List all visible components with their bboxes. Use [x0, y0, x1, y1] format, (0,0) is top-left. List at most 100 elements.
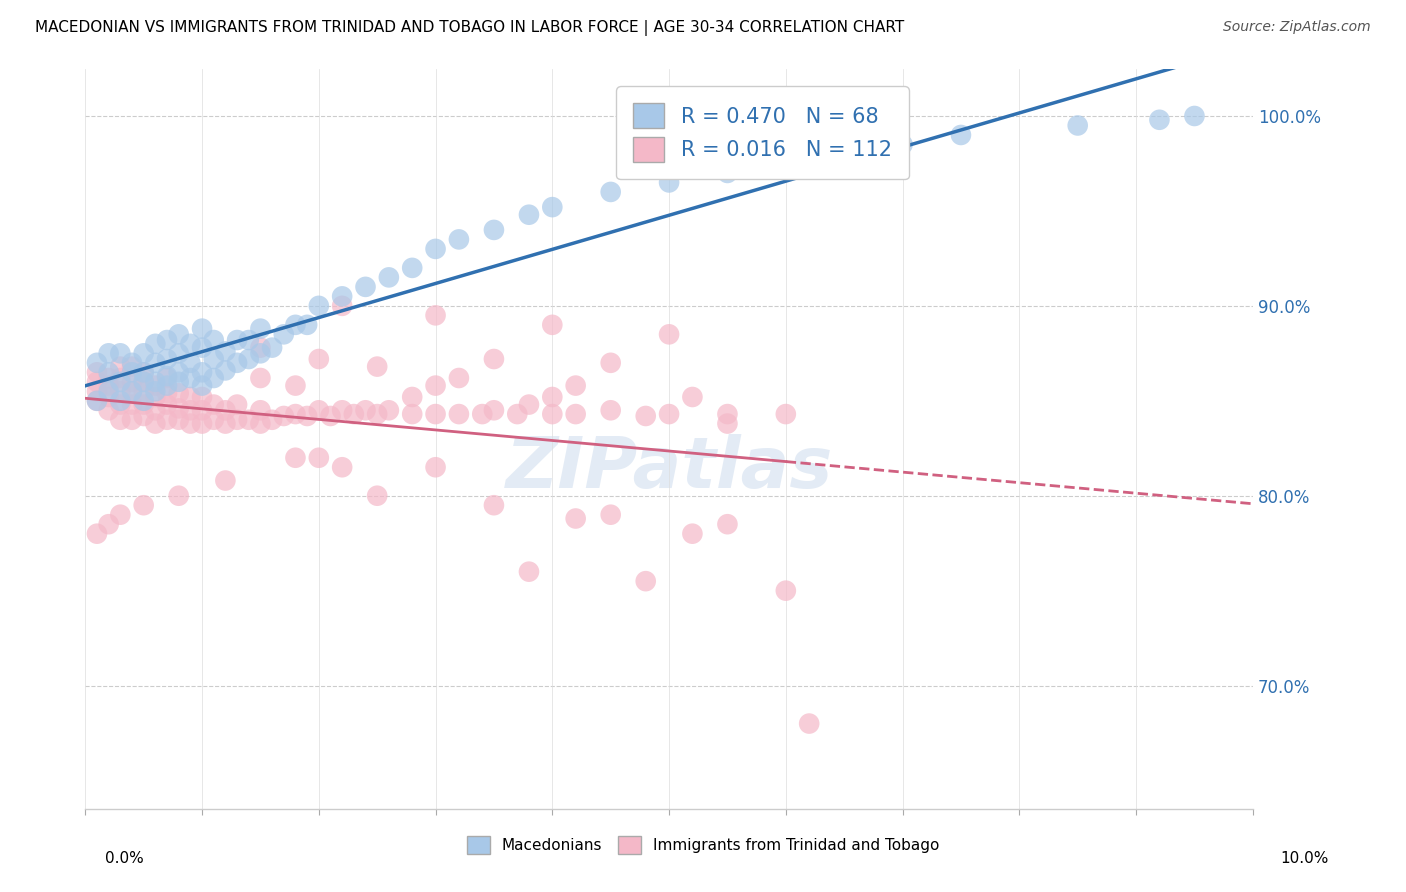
Point: [273, 409, 295, 423]
Point: [121, 365, 143, 379]
Point: [97, 378, 120, 392]
Point: [799, 716, 821, 731]
Point: [366, 359, 388, 374]
Point: [156, 351, 179, 366]
Point: [156, 369, 179, 384]
Point: [179, 417, 201, 431]
Point: [167, 375, 190, 389]
Point: [202, 398, 225, 412]
Point: [97, 365, 120, 379]
Point: [226, 413, 249, 427]
Point: [132, 375, 155, 389]
Point: [97, 371, 120, 385]
Point: [179, 336, 201, 351]
Point: [202, 351, 225, 366]
Point: [354, 280, 377, 294]
Point: [249, 321, 271, 335]
Point: [366, 489, 388, 503]
Point: [97, 384, 120, 399]
Point: [167, 401, 190, 416]
Point: [132, 393, 155, 408]
Point: [86, 375, 108, 389]
Point: [167, 346, 190, 360]
Point: [179, 390, 201, 404]
Point: [121, 413, 143, 427]
Point: [238, 333, 260, 347]
Point: [214, 474, 236, 488]
Point: [249, 371, 271, 385]
Legend: R = 0.470   N = 68, R = 0.016   N = 112: R = 0.470 N = 68, R = 0.016 N = 112: [616, 87, 908, 178]
Point: [132, 384, 155, 399]
Point: [97, 390, 120, 404]
Point: [214, 417, 236, 431]
Point: [1149, 112, 1171, 127]
Point: [564, 378, 586, 392]
Point: [214, 363, 236, 377]
Point: [482, 351, 505, 366]
Point: [167, 413, 190, 427]
Point: [634, 574, 657, 589]
Point: [191, 417, 214, 431]
Point: [143, 378, 166, 392]
Point: [1184, 109, 1206, 123]
Point: [1067, 119, 1090, 133]
Point: [401, 260, 423, 275]
Point: [191, 390, 214, 404]
Text: ZIPatlas: ZIPatlas: [505, 434, 832, 503]
Point: [249, 417, 271, 431]
Point: [295, 318, 318, 332]
Text: 10.0%: 10.0%: [1281, 851, 1329, 865]
Point: [110, 393, 132, 408]
Point: [262, 341, 284, 355]
Point: [599, 403, 621, 417]
Point: [284, 318, 307, 332]
Point: [86, 393, 108, 408]
Point: [284, 450, 307, 465]
Point: [238, 413, 260, 427]
Point: [564, 511, 586, 525]
Point: [143, 356, 166, 370]
Point: [110, 413, 132, 427]
Point: [167, 365, 190, 379]
Point: [132, 498, 155, 512]
Point: [681, 390, 703, 404]
Point: [716, 517, 738, 532]
Point: [447, 232, 470, 246]
Point: [599, 508, 621, 522]
Point: [354, 403, 377, 417]
Point: [226, 356, 249, 370]
Point: [132, 375, 155, 389]
Point: [681, 526, 703, 541]
Point: [517, 565, 540, 579]
Point: [308, 403, 330, 417]
Point: [541, 200, 564, 214]
Point: [319, 409, 342, 423]
Point: [284, 378, 307, 392]
Point: [506, 407, 529, 421]
Point: [599, 356, 621, 370]
Point: [156, 398, 179, 412]
Point: [541, 318, 564, 332]
Point: [295, 409, 318, 423]
Point: [191, 378, 214, 392]
Point: [716, 407, 738, 421]
Point: [308, 299, 330, 313]
Point: [156, 333, 179, 347]
Point: [658, 176, 681, 190]
Point: [378, 270, 401, 285]
Point: [330, 289, 353, 303]
Point: [541, 390, 564, 404]
Point: [308, 450, 330, 465]
Point: [143, 375, 166, 389]
Point: [284, 407, 307, 421]
Point: [634, 409, 657, 423]
Point: [775, 583, 797, 598]
Point: [121, 375, 143, 389]
Point: [425, 460, 447, 475]
Point: [447, 371, 470, 385]
Point: [425, 242, 447, 256]
Point: [110, 371, 132, 385]
Point: [482, 403, 505, 417]
Point: [97, 403, 120, 417]
Point: [121, 384, 143, 399]
